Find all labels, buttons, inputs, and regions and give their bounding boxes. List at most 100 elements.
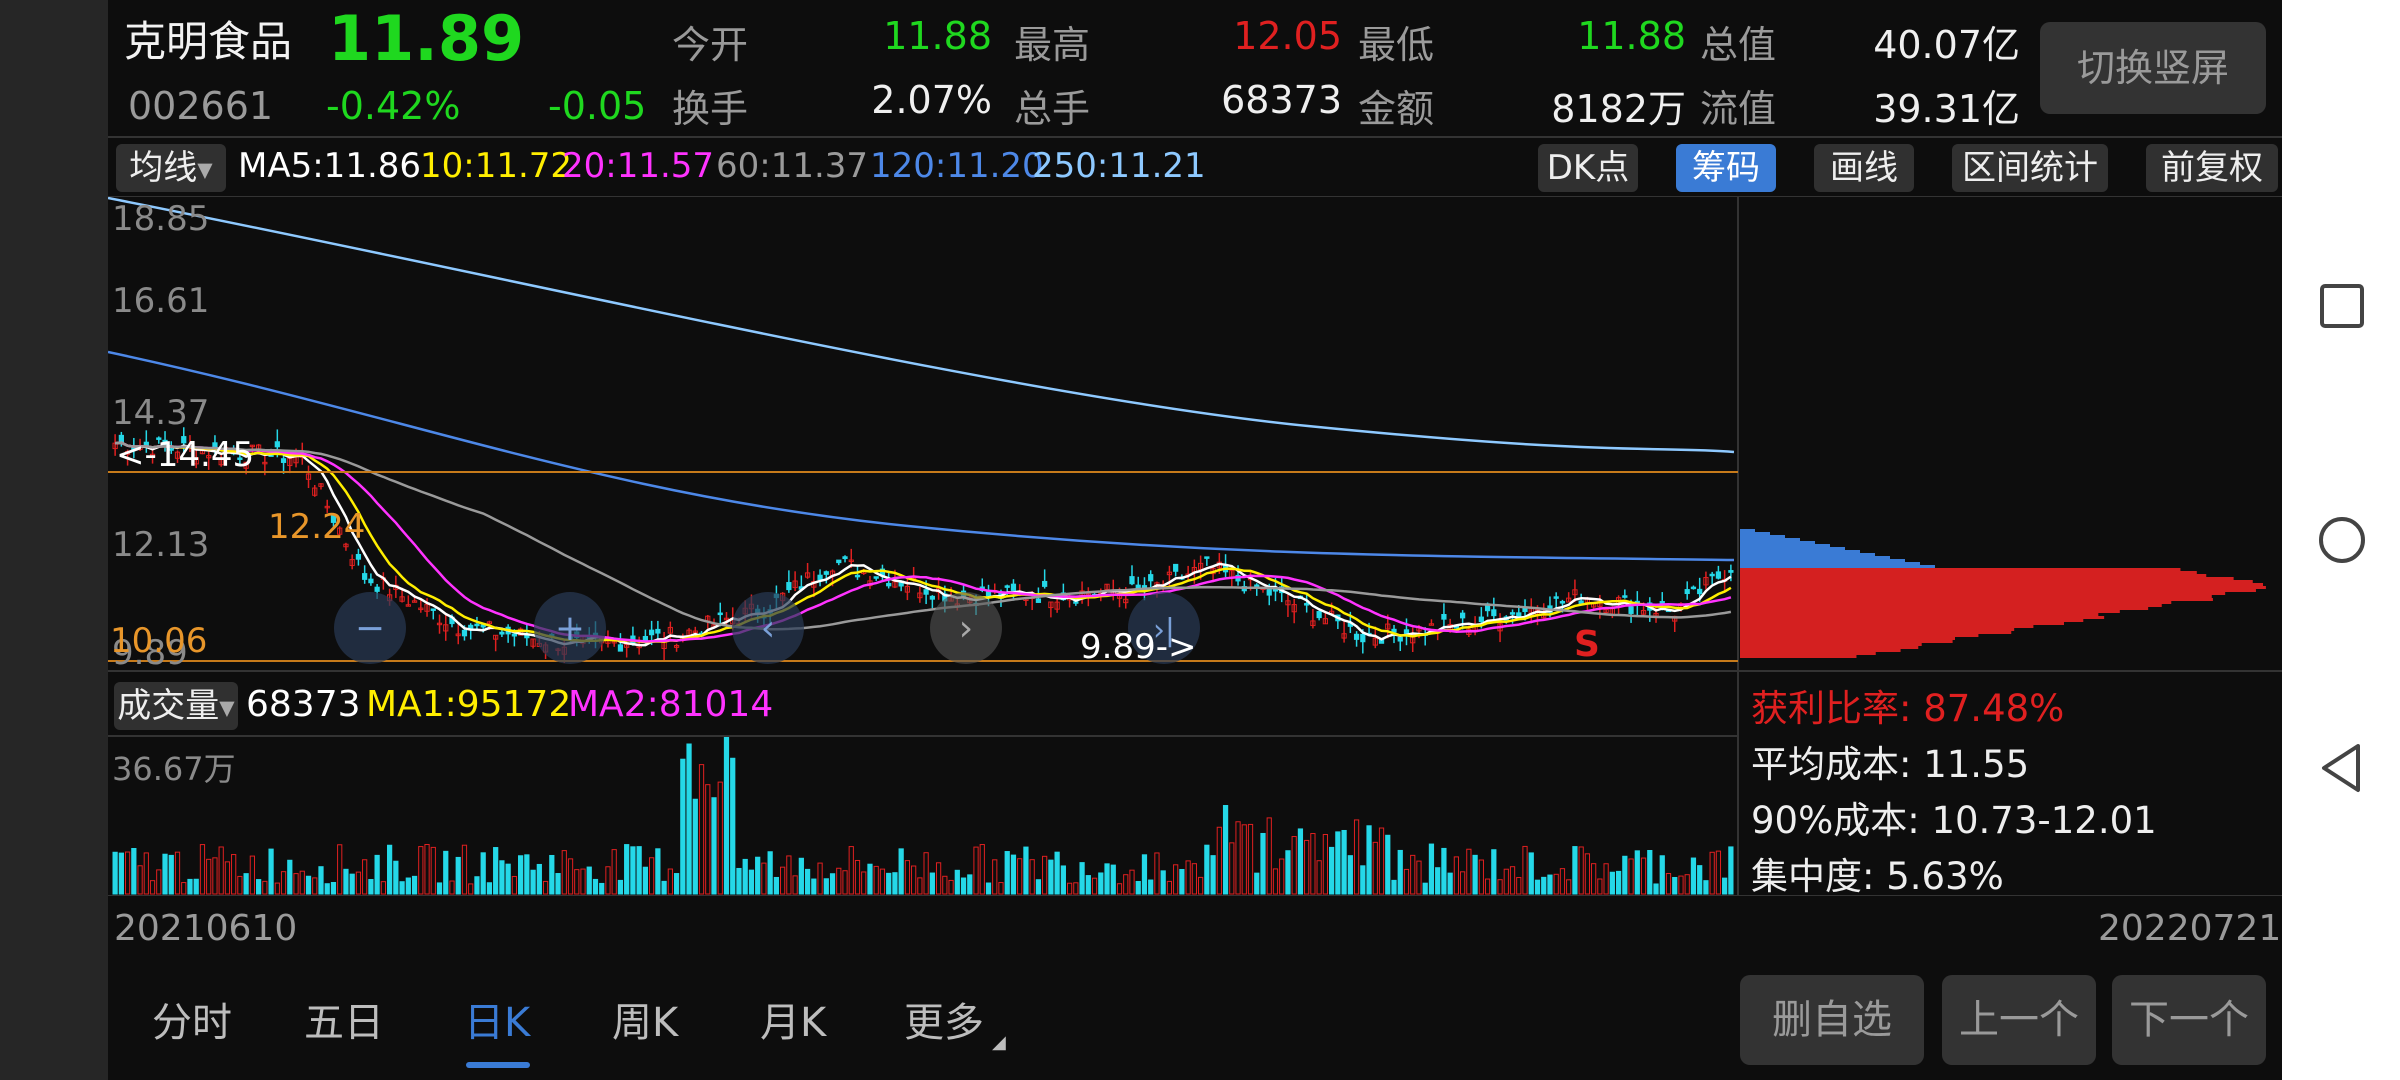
stock-code: 002661 bbox=[128, 84, 274, 128]
candle-body bbox=[206, 455, 212, 459]
volume-bar bbox=[1254, 872, 1260, 895]
chip-bar bbox=[1740, 622, 2064, 625]
candle-body bbox=[1566, 597, 1572, 603]
quote-label: 总手 bbox=[1014, 87, 1091, 131]
ma-select[interactable]: 均线▼ bbox=[116, 144, 226, 192]
candle-body bbox=[461, 629, 468, 637]
chevron-right-icon: › bbox=[959, 608, 973, 649]
candle-body bbox=[1322, 618, 1329, 625]
volume-bar bbox=[337, 844, 343, 895]
volume-bar bbox=[954, 869, 960, 895]
volume-bar bbox=[861, 871, 867, 895]
candle-body bbox=[1266, 589, 1272, 596]
tab-daily-k[interactable]: 日K bbox=[464, 1000, 531, 1046]
tab-more[interactable]: 更多 bbox=[904, 1000, 984, 1046]
volume-bar bbox=[661, 880, 667, 895]
candle-body bbox=[168, 448, 174, 451]
candle-body bbox=[1285, 600, 1291, 606]
volume-bar bbox=[1291, 836, 1297, 895]
nav-right-button[interactable] bbox=[930, 592, 1002, 664]
candle-body bbox=[792, 580, 798, 589]
indicator-select[interactable]: 成交量▼ bbox=[114, 682, 238, 730]
candle-body bbox=[667, 626, 673, 634]
volume-bar bbox=[786, 855, 792, 895]
volume-bar bbox=[187, 878, 193, 895]
ma-select-label: 均线 bbox=[129, 148, 198, 188]
quote-value: 40.07亿 bbox=[1873, 23, 2020, 67]
volume-bar bbox=[305, 875, 312, 895]
volume-bars bbox=[112, 735, 1734, 895]
volume-bar bbox=[324, 883, 330, 895]
candle-body bbox=[1622, 595, 1628, 598]
nav-zoom-in-button[interactable] bbox=[534, 592, 606, 664]
volume-bar bbox=[1042, 855, 1048, 895]
candle-body bbox=[1291, 604, 1297, 613]
volume-bar bbox=[567, 858, 574, 895]
volume-bar bbox=[717, 781, 723, 895]
next-stock-button[interactable]: 下一个 bbox=[2112, 975, 2266, 1065]
switch-portrait-button[interactable]: 切换竖屏 bbox=[2040, 22, 2266, 114]
square-nav-icon[interactable] bbox=[2318, 282, 2366, 330]
nav-zoom-out-button[interactable] bbox=[334, 592, 406, 664]
dk-point-button[interactable]: DK点 bbox=[1538, 144, 1638, 192]
chip-button[interactable]: 筹码 bbox=[1676, 144, 1776, 192]
candle-body bbox=[149, 453, 156, 458]
candle-body bbox=[443, 624, 449, 632]
sell-signal[interactable]: S bbox=[1574, 624, 1600, 665]
tab-weekly-k[interactable]: 周K bbox=[612, 1000, 679, 1046]
volume-bar bbox=[898, 848, 904, 895]
volume-bar bbox=[393, 860, 399, 895]
volume-bar bbox=[149, 880, 156, 895]
tab-monthly-k[interactable]: 月K bbox=[760, 1000, 827, 1046]
kline-chart[interactable]: − + ‹ › ›| 18.85 16.61 14.37 12.13 9.89 … bbox=[108, 196, 2282, 896]
volume-bar bbox=[1659, 855, 1665, 895]
volume-bar bbox=[493, 847, 499, 895]
volume-bar bbox=[1035, 879, 1042, 895]
volume-bar bbox=[181, 882, 187, 895]
candle-body bbox=[511, 633, 517, 637]
back-triangle-icon[interactable] bbox=[2318, 742, 2366, 794]
chip-bar bbox=[1740, 604, 2162, 607]
volume-bar bbox=[1672, 876, 1678, 895]
candle-body bbox=[399, 596, 405, 602]
tab-intraday[interactable]: 分时 bbox=[152, 1000, 232, 1046]
chip-bar bbox=[1740, 598, 2213, 601]
chip-bar bbox=[1740, 562, 1920, 565]
chip-bar bbox=[1740, 637, 1956, 640]
tab-five-day[interactable]: 五日 bbox=[304, 1000, 384, 1046]
candle-body bbox=[1491, 609, 1497, 617]
volume-bar bbox=[1516, 877, 1522, 895]
volume-bar bbox=[1297, 828, 1304, 895]
ma60-line bbox=[115, 441, 1732, 631]
volume-bar bbox=[436, 882, 443, 895]
chip-bar bbox=[1740, 532, 1770, 535]
nav-left-button[interactable] bbox=[732, 592, 804, 664]
volume-bar bbox=[405, 877, 411, 895]
chip-bar bbox=[1740, 625, 2034, 628]
volume-bar bbox=[1634, 850, 1640, 895]
home-circle-icon[interactable] bbox=[2316, 514, 2368, 566]
volume-bar bbox=[1709, 851, 1715, 895]
volume-bar bbox=[1085, 875, 1091, 895]
draw-line-button[interactable]: 画线 bbox=[1814, 144, 1914, 192]
volume-bar bbox=[1528, 852, 1534, 895]
candle-body bbox=[1603, 608, 1609, 614]
candle-body bbox=[193, 457, 199, 465]
volume-bar bbox=[1665, 873, 1672, 895]
candle-body bbox=[1048, 601, 1054, 609]
candle-body bbox=[1197, 562, 1204, 570]
adjustment-button[interactable]: 前复权 bbox=[2146, 144, 2278, 192]
volume-bar bbox=[1584, 853, 1591, 895]
candle-body bbox=[1104, 583, 1110, 591]
remove-watchlist-button[interactable]: 删自选 bbox=[1740, 975, 1924, 1065]
quote-label: 今开 bbox=[672, 23, 749, 67]
candle-body bbox=[1254, 584, 1260, 588]
previous-stock-button[interactable]: 上一个 bbox=[1942, 975, 2096, 1065]
quote-label: 最低 bbox=[1358, 23, 1435, 67]
quote-label: 最高 bbox=[1014, 23, 1091, 67]
volume-bar bbox=[973, 846, 979, 895]
range-stats-button[interactable]: 区间统计 bbox=[1952, 144, 2108, 192]
volume-bar bbox=[642, 866, 649, 895]
end-date: 20220721 bbox=[2098, 908, 2282, 949]
nav-end-button[interactable] bbox=[1128, 592, 1200, 664]
